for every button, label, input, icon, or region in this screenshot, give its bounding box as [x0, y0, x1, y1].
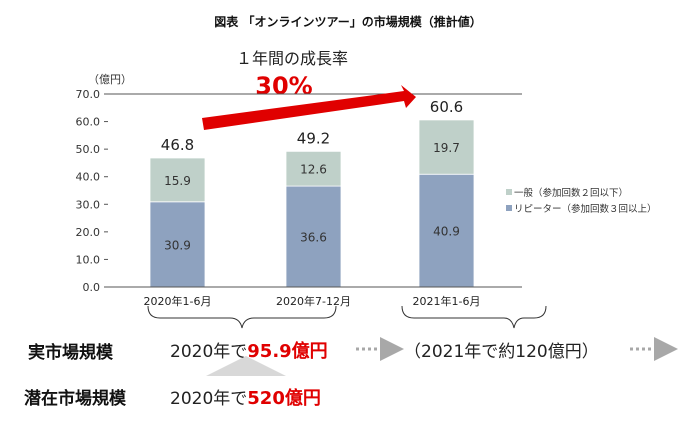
- y-tick-label: 30.0: [76, 198, 101, 211]
- potential-triangle: [206, 356, 286, 376]
- legend-swatch: [506, 205, 512, 211]
- bar-total-label: 49.2: [297, 129, 330, 147]
- bar-value-label: 12.6: [300, 163, 327, 177]
- actual-prefix: 2020年で: [170, 342, 248, 362]
- legend-label: リピーター（参加回数３回以上）: [514, 203, 657, 215]
- brace-2021: [401, 305, 547, 329]
- y-tick-label: 10.0: [76, 253, 101, 266]
- bar-total-label: 46.8: [161, 136, 194, 154]
- bar-general: [285, 150, 342, 187]
- x-axis-labels: 2020年1-6月 2020年7-12月 2021年1-6月: [144, 294, 481, 308]
- legend-swatch: [506, 189, 512, 195]
- actual-amount: 95.9億円: [247, 341, 328, 362]
- potential-market-value: 2020年で520億円: [170, 384, 321, 410]
- bar-value-label: 36.6: [300, 231, 327, 245]
- growth-value: 30%: [255, 72, 312, 100]
- growth-label: １年間の成長率: [236, 49, 348, 68]
- potential-prefix: 2020年で: [170, 389, 248, 409]
- bar-value-label: 40.9: [433, 225, 460, 239]
- legend: 一般（参加回数２回以下） リピーター（参加回数３回以上）: [506, 187, 657, 215]
- y-tick-label: 0.0: [83, 281, 101, 294]
- bar-general: [418, 119, 475, 175]
- bar-value-label: 19.7: [433, 141, 460, 155]
- bar-repeater: [285, 185, 342, 288]
- y-axis-label: （億円）: [88, 73, 132, 86]
- bars-group: 30.9 15.9 46.8 36.6 12.6 49.2 40.9 19.7 60.6: [149, 98, 475, 288]
- brace-2020: [147, 305, 337, 329]
- y-axis-ticks: 70.0 60.0 50.0 40.0 30.0 20.0 10.0 0.0: [76, 88, 522, 294]
- potential-market-label: 潜在市場規模: [24, 389, 126, 409]
- growth-arrow: [202, 85, 416, 130]
- y-tick-label: 20.0: [76, 226, 101, 239]
- actual-market-label: 実市場規模: [28, 343, 113, 363]
- bar-repeater: [149, 201, 206, 288]
- y-tick-label: 60.0: [76, 116, 101, 129]
- legend-label: 一般（参加回数２回以下）: [514, 187, 628, 199]
- x-tick-label: 2020年7-12月: [276, 294, 351, 308]
- bar-general: [149, 157, 206, 203]
- bar-repeater: [418, 173, 475, 288]
- x-tick-label: 2020年1-6月: [144, 294, 212, 308]
- bar-value-label: 15.9: [164, 174, 191, 188]
- bar-total-label: 60.6: [430, 98, 463, 116]
- y-tick-label: 40.0: [76, 171, 101, 184]
- x-tick-label: 2021年1-6月: [413, 294, 481, 308]
- forecast-text: （2021年で約120億円）: [404, 342, 599, 362]
- actual-market-value: 2020年で95.9億円: [170, 337, 328, 363]
- y-tick-label: 70.0: [76, 88, 101, 101]
- bar-value-label: 30.9: [164, 238, 191, 252]
- chart-title: 図表 「オンラインツアー」の市場規模（推計値）: [214, 14, 481, 29]
- potential-amount: 520億円: [247, 388, 321, 409]
- y-tick-label: 50.0: [76, 143, 101, 156]
